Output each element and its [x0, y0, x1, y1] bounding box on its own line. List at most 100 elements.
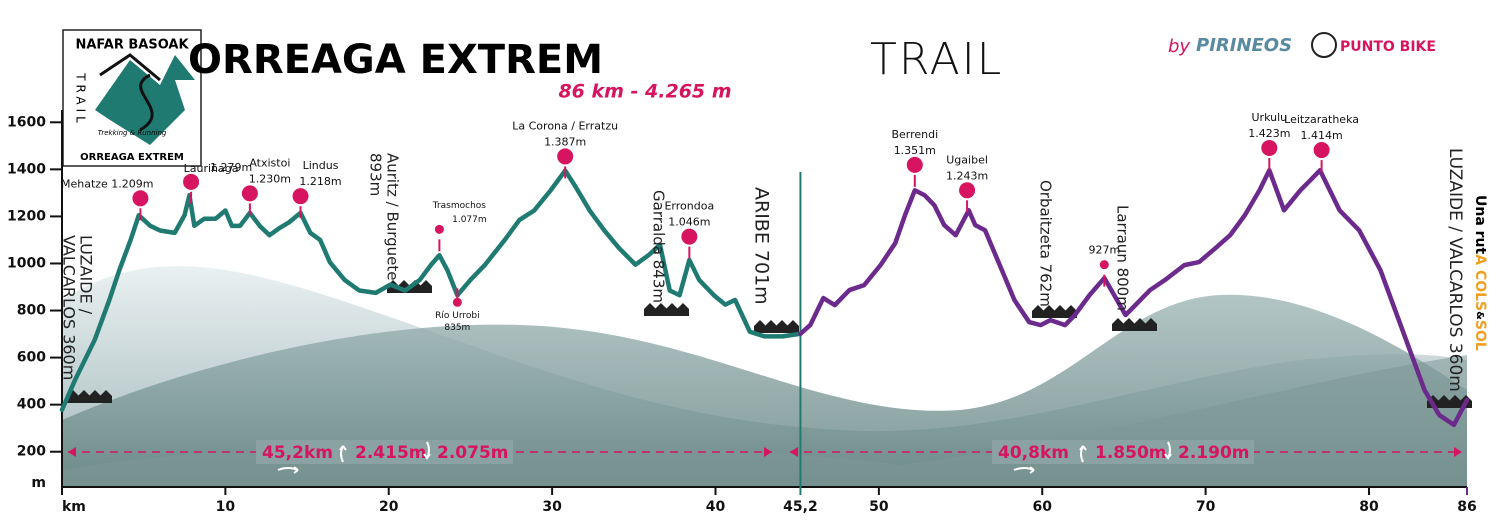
place-label: Larraun 800m [1114, 205, 1132, 311]
peak-name: Berrendi [891, 128, 938, 141]
peak-marker [1099, 260, 1109, 270]
peak-label: 1.387m [544, 135, 586, 148]
peak-name: Ugaibel [946, 153, 988, 166]
house [1032, 305, 1044, 318]
ascent-icon [1079, 445, 1087, 463]
sponsor-name: PIRINEOS [1196, 35, 1292, 56]
arrowhead [790, 447, 798, 457]
place-label: ARIBE 701m [751, 187, 773, 305]
house [666, 303, 678, 316]
peak-marker [241, 185, 258, 202]
peak-marker [183, 173, 200, 190]
y-tick-label: 1000 [7, 255, 46, 271]
summary-descent: 2.075m [437, 443, 509, 463]
house [644, 303, 656, 316]
x-tick-label: 86 [1457, 499, 1476, 515]
house [754, 320, 766, 333]
x-tick-label: 40 [706, 499, 726, 515]
credit-d: SOL [1472, 320, 1488, 351]
house [1438, 395, 1450, 408]
house [655, 303, 667, 316]
y-tick-label: 400 [17, 397, 46, 413]
peak-label: 835m [444, 323, 470, 333]
summary-distance: 45,2km [262, 443, 333, 463]
x-tick-label: 45,2 [783, 499, 818, 515]
peak-label: 1.423m [1248, 127, 1290, 140]
house [89, 390, 101, 403]
house [1043, 305, 1055, 318]
house [1054, 305, 1066, 318]
title-trail: TRAIL [870, 34, 1003, 85]
peak-label: 1.279m [210, 161, 252, 174]
house [78, 390, 90, 403]
house [776, 320, 788, 333]
peak-label: 1.230m [249, 172, 291, 185]
descent-icon [423, 441, 431, 460]
credit-a: Una rut [1472, 195, 1488, 255]
arrowhead [1454, 447, 1462, 457]
x-tick-label: 50 [869, 499, 889, 515]
peak-marker [434, 224, 444, 234]
title: ORREAGA EXTREM [188, 37, 603, 83]
sponsor-icon [1311, 32, 1337, 58]
village-icon [644, 303, 689, 316]
summary-bg [256, 440, 513, 464]
peak-name: Lauriñaga [184, 162, 239, 175]
ascent-icon [339, 445, 347, 463]
summary-descent: 2.190m [1178, 443, 1250, 463]
peak-label: 1.414m [1300, 129, 1342, 142]
peak-name: Lindus [303, 159, 339, 172]
village-icon [1032, 305, 1077, 318]
house [765, 320, 777, 333]
house [100, 390, 112, 403]
x-tick-label: km [62, 499, 86, 515]
place-label: 893m [367, 153, 385, 196]
peak-marker [959, 182, 976, 199]
peak-marker [557, 148, 574, 165]
credit-b: A COLS [1472, 254, 1488, 311]
arrowhead [68, 447, 76, 457]
peak-name: Atxistoi [249, 156, 290, 169]
subtitle: 86 km - 4.265 m [558, 81, 731, 103]
house [1123, 318, 1135, 331]
house [420, 280, 432, 293]
peak-marker [132, 190, 149, 207]
x-tick-label: 60 [1032, 499, 1052, 515]
credit: Una rutA COLS&SOL [1472, 195, 1488, 351]
summary-ascent: 2.415m [355, 443, 427, 463]
house [1112, 318, 1124, 331]
house [1449, 395, 1461, 408]
profile-line [59, 168, 803, 413]
descent-icon [1164, 441, 1172, 460]
sponsor-shop: PUNTO BIKE [1340, 39, 1436, 55]
peak-label: 927m [1088, 244, 1120, 257]
peak-marker [906, 156, 923, 173]
peak-name: La Corona / Erratzu [512, 119, 618, 132]
peak-label: 1.046m [668, 216, 710, 229]
village-icon [1112, 318, 1157, 331]
arrowhead [764, 447, 772, 457]
house [1145, 318, 1157, 331]
place-label: LUZAIDE / VALCARLOS 360m [1445, 148, 1465, 392]
house [1134, 318, 1146, 331]
x-tick-label: 70 [1196, 499, 1216, 515]
peak-marker [292, 188, 309, 205]
summary-bg [992, 440, 1254, 464]
peak-label: 1.243m [946, 169, 988, 182]
peak-label: 1.218m [299, 175, 341, 188]
place-label: LUZAIDE / [77, 235, 96, 315]
arrow-icon [277, 466, 299, 474]
y-tick-label: 600 [17, 350, 46, 366]
arrow-icon [1013, 466, 1035, 474]
x-tick-label: 80 [1359, 499, 1379, 515]
y-unit: m [31, 475, 46, 491]
peak-name: Urkulu [1252, 111, 1288, 124]
place-label: Orbaitzeta 762m [1037, 180, 1055, 307]
place-label: VALCARLOS 360m [60, 235, 79, 380]
logo-title: NAFAR BASOAK [75, 38, 189, 53]
house [677, 303, 689, 316]
logo-name: ORREAGA EXTREM [80, 152, 184, 163]
credit-c: & [1474, 311, 1485, 320]
peak-name: Río Urrobi [435, 311, 479, 321]
peak-label: 1.351m [894, 144, 936, 157]
